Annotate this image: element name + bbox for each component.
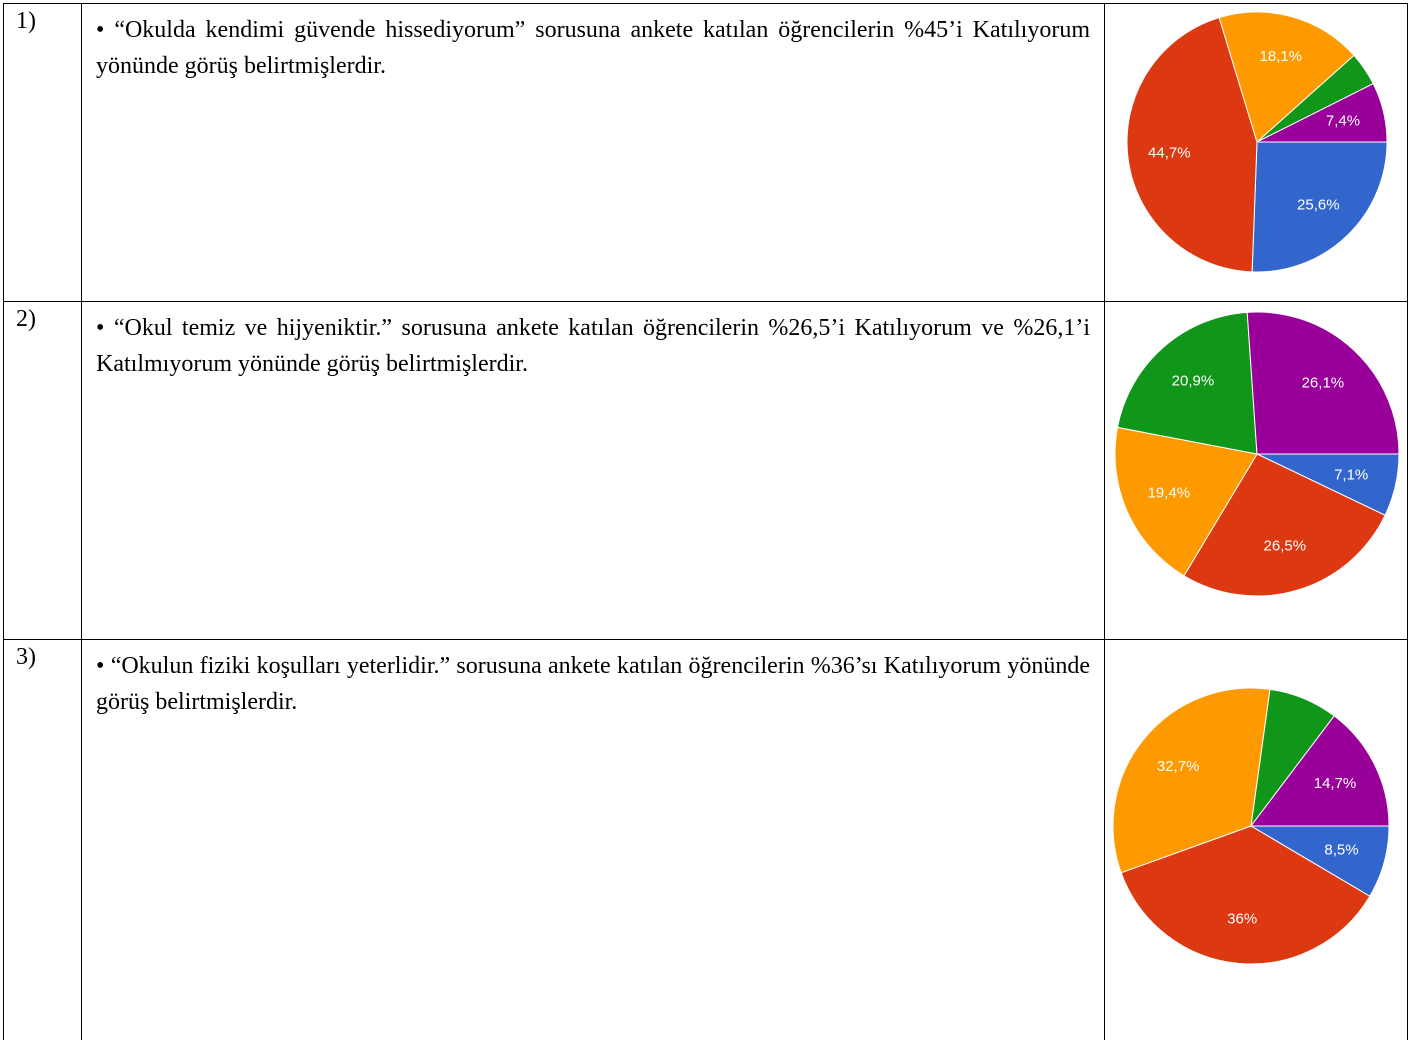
slice-label: 8,5% [1324,842,1358,859]
row-number: 3) [16,644,36,670]
slice-label: 32,7% [1157,758,1200,775]
table-row: 2) • “Okul temiz ve hijyeniktir.” sorusun… [4,302,1408,640]
pie-cell: 25,6% 44,7% 18,1% 7,4% [1105,4,1408,302]
pie-chart: 25,6% 44,7% 18,1% 7,4% [1105,4,1407,294]
slice-label: 20,9% [1172,373,1215,390]
pie-cell: 8,5% 36% 32,7% 14,7% [1105,640,1408,1040]
row-number-cell: 3) [4,640,82,1040]
row-number-cell: 1) [4,4,82,302]
survey-table: 1) • “Okulda kendimi güvende hissediyorum… [3,3,1408,1040]
row-text: • “Okulun fiziki koşulları yeterlidir.” … [96,653,1090,715]
slice-label: 25,6% [1297,197,1340,214]
table-row: 3) • “Okulun fiziki koşulları yeterlidir.… [4,640,1408,1040]
row-number-cell: 2) [4,302,82,640]
row-number: 1) [16,8,36,34]
slice-label: 7,4% [1326,113,1360,130]
slice-label: 7,1% [1334,466,1368,483]
slice-label: 26,5% [1264,537,1307,554]
table-body: 1) • “Okulda kendimi güvende hissediyorum… [4,4,1408,1040]
row-text-cell: • “Okulun fiziki koşulları yeterlidir.” … [82,640,1105,1040]
slice-label: 19,4% [1148,484,1191,501]
slice-label: 44,7% [1148,144,1191,161]
pie-chart: 7,1% 26,5% 19,4% 20,9% 26,1% [1105,302,1407,632]
row-text-cell: • “Okulda kendimi güvende hissediyorum” … [82,4,1105,302]
row-text: • “Okul temiz ve hijyeniktir.” sorusuna … [96,315,1090,377]
table-row: 1) • “Okulda kendimi güvende hissediyorum… [4,4,1408,302]
slice-label: 14,7% [1314,775,1357,792]
row-text: • “Okulda kendimi güvende hissediyorum” … [96,17,1090,79]
slice-label: 18,1% [1260,48,1303,65]
row-text-cell: • “Okul temiz ve hijyeniktir.” sorusuna … [82,302,1105,640]
row-number: 2) [16,306,36,332]
pie-cell: 7,1% 26,5% 19,4% 20,9% 26,1% [1105,302,1408,640]
slice-label: 36% [1227,910,1257,927]
slice-label: 26,1% [1302,374,1345,391]
pie-chart: 8,5% 36% 32,7% 14,7% [1105,640,1407,1030]
